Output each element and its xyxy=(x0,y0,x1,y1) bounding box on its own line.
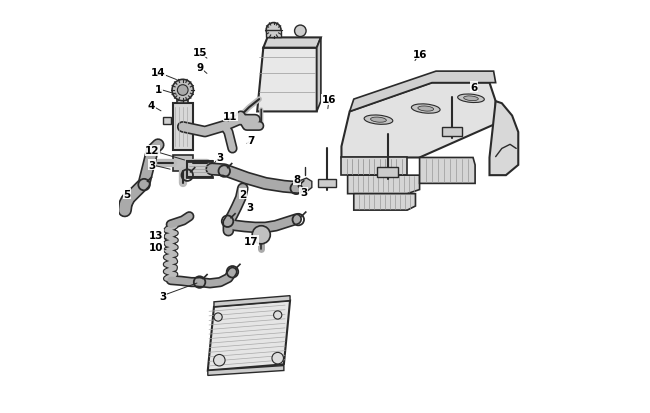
Polygon shape xyxy=(173,104,192,151)
Text: 3: 3 xyxy=(149,161,156,171)
Polygon shape xyxy=(208,366,284,375)
Text: 15: 15 xyxy=(192,47,207,58)
Polygon shape xyxy=(208,301,290,370)
Polygon shape xyxy=(348,176,420,194)
Text: 4: 4 xyxy=(148,101,155,111)
Polygon shape xyxy=(489,102,518,176)
Polygon shape xyxy=(214,296,290,307)
Polygon shape xyxy=(162,118,171,125)
Ellipse shape xyxy=(411,104,440,114)
Text: 3: 3 xyxy=(159,291,166,301)
Polygon shape xyxy=(187,161,212,178)
Polygon shape xyxy=(350,72,496,112)
Polygon shape xyxy=(263,38,321,49)
Ellipse shape xyxy=(458,95,484,103)
Text: 3: 3 xyxy=(300,188,307,198)
Circle shape xyxy=(214,355,225,366)
Text: 13: 13 xyxy=(149,230,164,240)
Text: 16: 16 xyxy=(412,50,427,60)
Polygon shape xyxy=(177,99,188,104)
Ellipse shape xyxy=(463,97,478,101)
Text: 10: 10 xyxy=(149,242,164,252)
Circle shape xyxy=(274,311,282,319)
Text: 12: 12 xyxy=(145,146,159,156)
Text: 9: 9 xyxy=(196,63,203,73)
Text: 1: 1 xyxy=(155,85,162,95)
Polygon shape xyxy=(298,178,312,192)
Text: 3: 3 xyxy=(216,152,224,162)
Polygon shape xyxy=(257,49,317,112)
Circle shape xyxy=(294,26,306,38)
Ellipse shape xyxy=(364,116,393,125)
Polygon shape xyxy=(317,38,321,112)
Polygon shape xyxy=(318,180,336,188)
Polygon shape xyxy=(341,158,408,176)
Text: 7: 7 xyxy=(247,136,255,146)
Text: 14: 14 xyxy=(151,68,166,78)
Polygon shape xyxy=(377,168,398,178)
Polygon shape xyxy=(442,127,462,137)
Text: 8: 8 xyxy=(293,175,301,185)
Text: 2: 2 xyxy=(239,189,246,199)
Text: 17: 17 xyxy=(244,236,258,247)
Text: 11: 11 xyxy=(223,111,238,121)
Text: 3: 3 xyxy=(246,202,254,212)
Circle shape xyxy=(272,353,283,364)
Ellipse shape xyxy=(418,107,434,112)
Polygon shape xyxy=(266,31,281,38)
Text: 16: 16 xyxy=(322,95,336,105)
Circle shape xyxy=(266,24,281,38)
Ellipse shape xyxy=(370,118,386,123)
Polygon shape xyxy=(354,194,415,211)
Circle shape xyxy=(177,85,188,96)
Polygon shape xyxy=(341,83,496,158)
Circle shape xyxy=(252,226,270,244)
Polygon shape xyxy=(173,155,192,172)
Circle shape xyxy=(172,80,194,102)
Circle shape xyxy=(214,313,222,321)
Text: 5: 5 xyxy=(123,189,131,199)
Polygon shape xyxy=(420,158,475,184)
Text: 6: 6 xyxy=(470,83,478,93)
